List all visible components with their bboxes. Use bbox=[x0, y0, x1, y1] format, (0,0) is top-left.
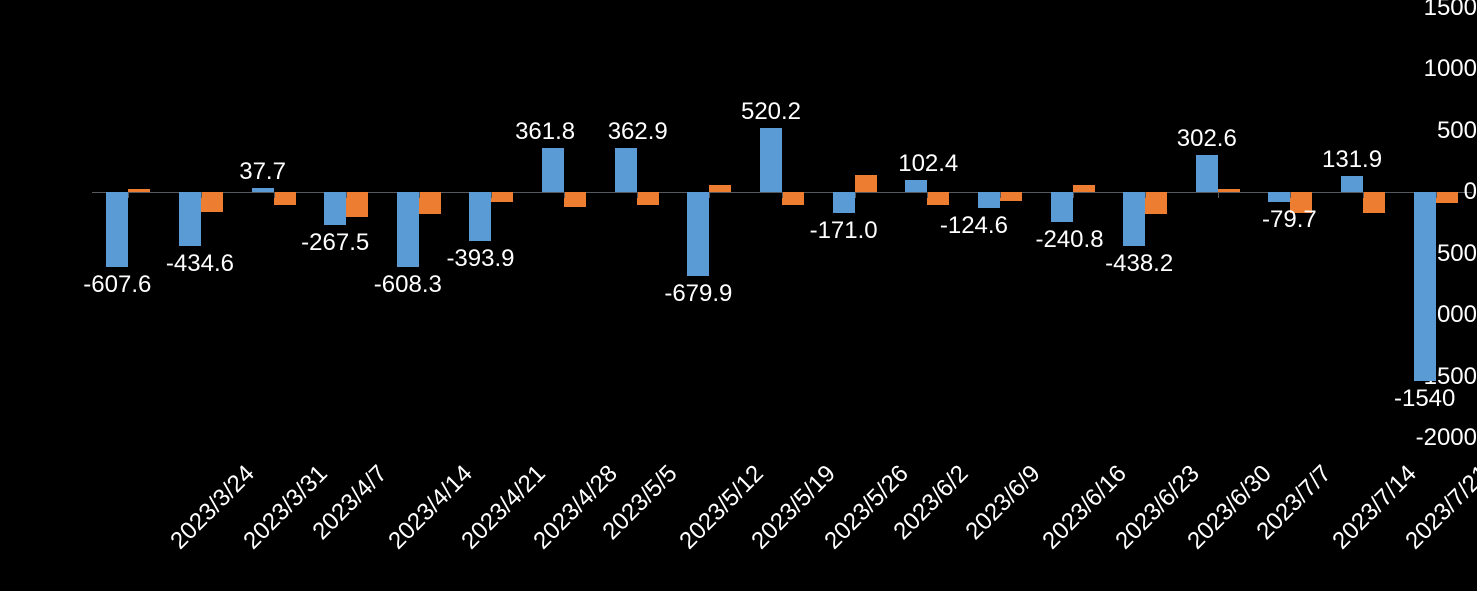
y-tick-label: -500 bbox=[1397, 240, 1477, 268]
x-tick-mark bbox=[346, 192, 347, 198]
bar-series2 bbox=[637, 192, 659, 204]
bar-series1 bbox=[1341, 176, 1363, 192]
bar-series2 bbox=[855, 175, 877, 192]
bar-series1 bbox=[687, 192, 709, 276]
bar-series2 bbox=[274, 192, 296, 204]
data-label: -608.3 bbox=[374, 271, 442, 299]
bar-series1 bbox=[1414, 192, 1436, 381]
bar-series1 bbox=[978, 192, 1000, 207]
data-label: -679.9 bbox=[664, 280, 732, 308]
data-label: 362.9 bbox=[608, 118, 668, 146]
data-label: 302.6 bbox=[1177, 125, 1237, 153]
bar-series1 bbox=[833, 192, 855, 213]
data-label: -438.2 bbox=[1105, 250, 1173, 278]
bar-series2 bbox=[1436, 192, 1458, 203]
data-label: 102.4 bbox=[898, 150, 958, 178]
bar-series2 bbox=[1363, 192, 1385, 213]
bar-chart: -2000-1500-1000-500050010001500-607.6202… bbox=[0, 0, 1477, 591]
bar-series1 bbox=[1051, 192, 1073, 222]
x-tick-mark bbox=[782, 192, 783, 198]
data-label: 520.2 bbox=[741, 98, 801, 126]
x-tick-mark bbox=[274, 192, 275, 198]
bar-series2 bbox=[491, 192, 513, 202]
bar-series2 bbox=[419, 192, 441, 214]
y-tick-label: 500 bbox=[1397, 117, 1477, 145]
y-tick-label: 1000 bbox=[1397, 55, 1477, 83]
bar-series2 bbox=[346, 192, 368, 217]
x-tick-mark bbox=[1218, 192, 1219, 198]
bar-series2 bbox=[1000, 192, 1022, 201]
data-label: 361.8 bbox=[515, 118, 575, 146]
x-tick-label: 2023/6/9 bbox=[961, 460, 1047, 546]
x-tick-mark bbox=[564, 192, 565, 198]
bar-series2 bbox=[709, 185, 731, 192]
bar-series2 bbox=[1218, 189, 1240, 192]
bar-series1 bbox=[324, 192, 346, 225]
data-label: 131.9 bbox=[1322, 146, 1382, 174]
bar-series1 bbox=[760, 128, 782, 192]
bar-series2 bbox=[201, 192, 223, 212]
data-label: -607.6 bbox=[83, 271, 151, 299]
x-tick-mark bbox=[855, 192, 856, 198]
bar-series1 bbox=[397, 192, 419, 267]
bar-series2 bbox=[927, 192, 949, 204]
data-label: -171.0 bbox=[810, 217, 878, 245]
data-label: -240.8 bbox=[1035, 226, 1103, 254]
bar-series2 bbox=[782, 192, 804, 205]
x-tick-mark bbox=[927, 192, 928, 198]
bar-series1 bbox=[1123, 192, 1145, 246]
bar-series1 bbox=[469, 192, 491, 240]
bar-series1 bbox=[179, 192, 201, 245]
y-tick-label: -2000 bbox=[1397, 424, 1477, 452]
data-label: -1540 bbox=[1394, 385, 1455, 413]
bar-series2 bbox=[1073, 185, 1095, 192]
bar-series1 bbox=[1196, 155, 1218, 192]
data-label: 37.7 bbox=[239, 158, 286, 186]
x-tick-mark bbox=[128, 192, 129, 198]
data-label: -124.6 bbox=[940, 212, 1008, 240]
data-label: -79.7 bbox=[1262, 206, 1317, 234]
x-tick-mark bbox=[419, 192, 420, 198]
x-tick-mark bbox=[1145, 192, 1146, 198]
bar-series1 bbox=[106, 192, 128, 267]
data-label: -267.5 bbox=[301, 229, 369, 257]
bar-series1 bbox=[252, 188, 274, 193]
bar-series2 bbox=[128, 189, 150, 193]
bar-series1 bbox=[1268, 192, 1290, 202]
x-tick-mark bbox=[1000, 192, 1001, 198]
x-tick-mark bbox=[709, 192, 710, 198]
y-tick-label: -1000 bbox=[1397, 301, 1477, 329]
x-tick-mark bbox=[491, 192, 492, 198]
x-tick-mark bbox=[1363, 192, 1364, 198]
x-tick-mark bbox=[201, 192, 202, 198]
x-tick-mark bbox=[637, 192, 638, 198]
data-label: -434.6 bbox=[166, 250, 234, 278]
bar-series2 bbox=[564, 192, 586, 207]
x-tick-mark bbox=[1436, 192, 1437, 198]
x-tick-mark bbox=[1073, 192, 1074, 198]
bar-series1 bbox=[905, 180, 927, 193]
y-tick-label: 1500 bbox=[1397, 0, 1477, 22]
data-label: -393.9 bbox=[446, 245, 514, 273]
bar-series1 bbox=[542, 148, 564, 192]
bar-series1 bbox=[615, 148, 637, 193]
bar-series2 bbox=[1145, 192, 1167, 214]
x-tick-mark bbox=[1290, 192, 1291, 198]
